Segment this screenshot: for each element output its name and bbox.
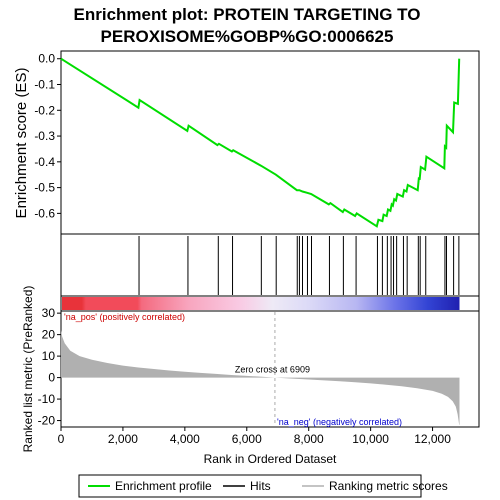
x-tick-label: 2,000: [108, 432, 138, 446]
x-axis: 0 2,000 4,000 6,000 8,000 10,000 12,000: [58, 427, 451, 446]
es-panel-frame: [60, 50, 480, 235]
es-y-tick-label: -0.6: [34, 206, 55, 220]
x-tick-label: 12,000: [414, 432, 451, 446]
hits-marks: [138, 236, 460, 295]
metric-y-tick-label: 30: [42, 306, 56, 320]
x-tick-label: 0: [58, 432, 65, 446]
es-y-tick-label: -0.1: [34, 78, 55, 92]
es-y-tick-label: -0.3: [34, 129, 55, 143]
chart-title-line-2: PEROXISOME%GOBP%GO:0006625: [101, 27, 394, 46]
negative-correlation-label: 'na_neg' (negatively correlated): [277, 417, 402, 427]
ranked-heatmap-bar: [62, 297, 460, 310]
es-y-tick-label: -0.4: [34, 155, 55, 169]
legend-label: Hits: [250, 479, 271, 493]
legend-label: Ranking metric scores: [329, 479, 448, 493]
metric-y-tick-label: 20: [42, 328, 56, 342]
es-y-tick-label: 0.0: [38, 52, 55, 66]
metric-y-tick-label: -20: [38, 414, 56, 428]
es-axis-label: Enrichment score (ES): [13, 68, 30, 219]
hits-panel-frame: [60, 233, 480, 297]
legend: Enrichment profile Hits Ranking metric sco…: [88, 479, 448, 493]
es-y-tick-label: -0.5: [34, 181, 55, 195]
legend-label: Enrichment profile: [115, 479, 212, 493]
legend-box: [78, 474, 422, 498]
x-axis-label: Rank in Ordered Dataset: [204, 452, 337, 466]
es-y-tick-label: -0.2: [34, 103, 55, 117]
metric-y-tick-label: -10: [38, 392, 56, 406]
zero-cross-label: Zero cross at 6909: [235, 365, 310, 375]
ranking-metric-area: [61, 330, 460, 425]
enrichment-profile-line: [60, 57, 461, 228]
x-tick-label: 4,000: [170, 432, 200, 446]
metric-y-tick-label: 10: [42, 349, 56, 363]
chart-title-line-1: Enrichment plot: PROTEIN TARGETING TO: [74, 5, 421, 24]
positive-correlation-label: 'na_pos' (positively correlated): [64, 312, 185, 322]
es-y-axis: 0.0 -0.1 -0.2 -0.3 -0.4 -0.5 -0.6: [34, 52, 61, 220]
x-tick-label: 10,000: [352, 432, 389, 446]
x-tick-label: 6,000: [232, 432, 262, 446]
metric-y-axis: 30 20 10 0 -10 -20: [38, 306, 61, 428]
x-tick-label: 8,000: [294, 432, 324, 446]
metric-y-tick-label: 0: [48, 371, 55, 385]
metric-axis-label: Ranked list metric (PreRanked): [21, 286, 35, 453]
